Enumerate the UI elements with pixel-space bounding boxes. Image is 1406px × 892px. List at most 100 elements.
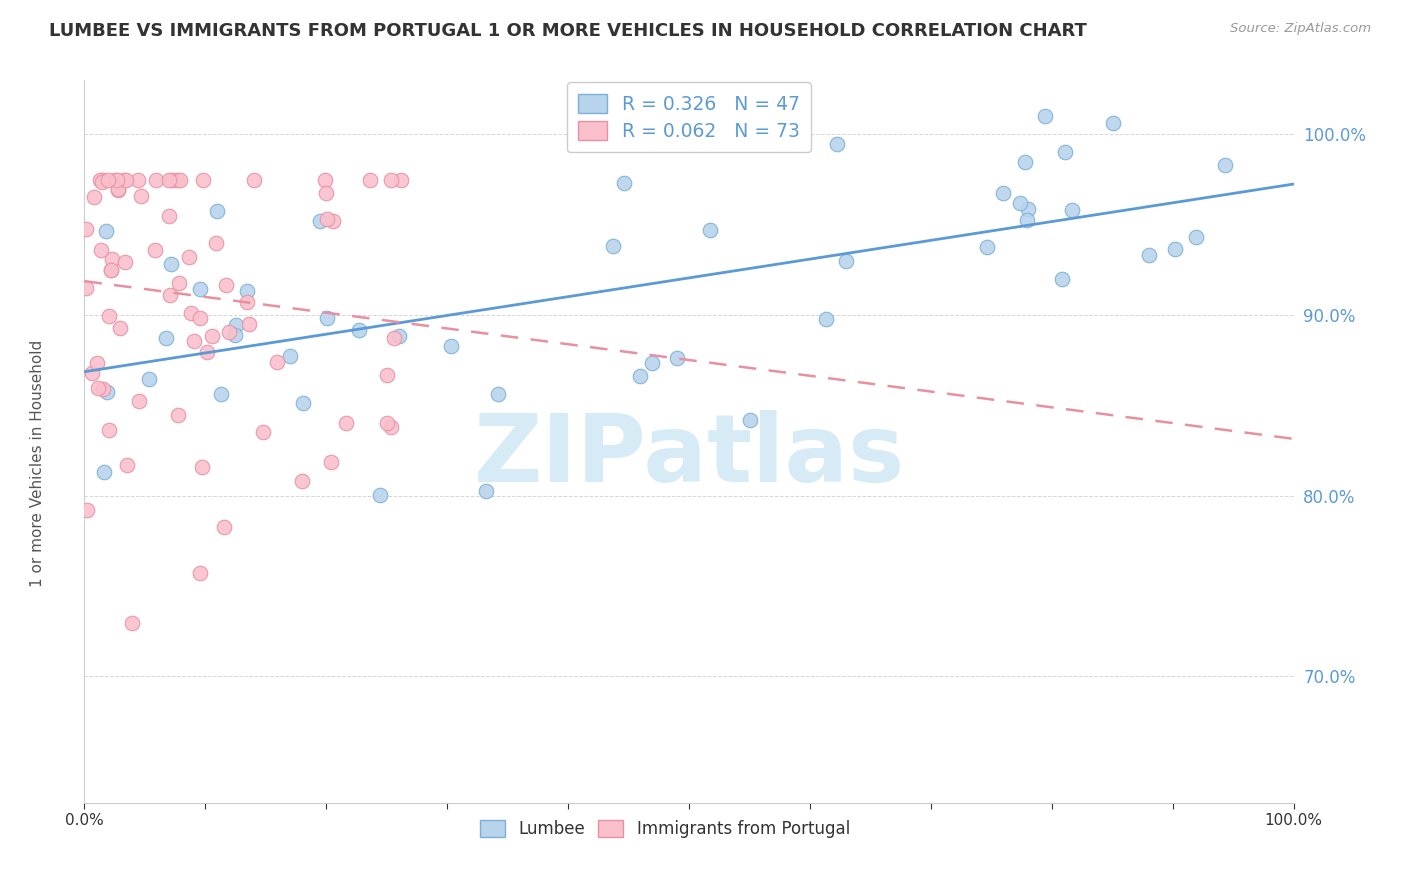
Point (292, 395, 315, 409)
Point (238, 317, 260, 331)
Point (215, 278, 238, 293)
Point (160, 172, 183, 186)
Point (157, 172, 180, 186)
Point (108, 321, 131, 335)
Point (96, 384, 118, 399)
Point (1137, 248, 1160, 262)
Text: ZIPatlas: ZIPatlas (474, 410, 904, 502)
Text: LUMBEE VS IMMIGRANTS FROM PORTUGAL 1 OR MORE VEHICLES IN HOUSEHOLD CORRELATION C: LUMBEE VS IMMIGRANTS FROM PORTUGAL 1 OR … (49, 22, 1087, 40)
Point (388, 328, 411, 343)
Point (1062, 202, 1084, 217)
Point (114, 255, 136, 269)
Legend: Lumbee, Immigrants from Portugal: Lumbee, Immigrants from Portugal (472, 814, 856, 845)
Point (100, 263, 122, 277)
Point (128, 393, 150, 408)
Point (145, 243, 167, 257)
Point (699, 223, 721, 237)
Point (91, 382, 114, 396)
Point (193, 172, 215, 186)
Point (98, 309, 121, 323)
Point (349, 323, 371, 337)
Point (157, 209, 180, 223)
Point (145, 172, 167, 186)
Point (321, 455, 343, 469)
Point (90, 175, 112, 189)
Point (641, 356, 664, 370)
Point (115, 172, 138, 186)
Point (160, 257, 183, 271)
Point (1213, 158, 1236, 172)
Point (212, 520, 235, 534)
Point (252, 425, 274, 439)
Point (90, 243, 112, 257)
Point (75, 222, 97, 236)
Point (375, 368, 398, 383)
Point (835, 253, 858, 268)
Point (1017, 202, 1039, 216)
Point (167, 409, 190, 423)
Text: Source: ZipAtlas.com: Source: ZipAtlas.com (1230, 22, 1371, 36)
Point (159, 287, 181, 301)
Point (91, 172, 114, 186)
Point (316, 310, 339, 325)
Point (1033, 109, 1056, 123)
Point (1101, 116, 1123, 130)
Point (368, 488, 391, 502)
Point (107, 183, 129, 197)
Point (188, 310, 211, 325)
Point (115, 458, 138, 473)
Point (474, 484, 496, 499)
Point (100, 262, 122, 277)
Point (218, 325, 240, 339)
Point (166, 172, 188, 186)
Point (335, 416, 357, 430)
Point (738, 412, 761, 426)
Point (101, 252, 124, 266)
Point (375, 416, 398, 430)
Point (236, 294, 259, 309)
Text: 1 or more Vehicles in Household: 1 or more Vehicles in Household (31, 340, 45, 588)
Point (825, 137, 848, 152)
Point (1053, 145, 1076, 160)
Point (314, 172, 336, 186)
Point (380, 172, 402, 186)
Point (1008, 196, 1031, 211)
Point (107, 182, 129, 196)
Point (205, 204, 228, 219)
Point (380, 420, 402, 434)
Point (105, 172, 128, 186)
Point (291, 475, 314, 489)
Point (209, 387, 232, 401)
Point (224, 328, 246, 343)
Point (486, 386, 509, 401)
Point (97, 172, 120, 186)
Point (1164, 242, 1187, 256)
Point (440, 339, 463, 353)
Point (127, 172, 149, 186)
Point (167, 276, 190, 290)
Point (266, 355, 288, 369)
Point (129, 189, 152, 203)
Point (155, 331, 177, 345)
Point (83, 189, 105, 203)
Point (201, 329, 224, 343)
Point (138, 372, 160, 386)
Point (602, 239, 624, 253)
Point (382, 331, 405, 345)
Point (177, 250, 200, 264)
Point (80, 366, 103, 380)
Point (1050, 272, 1073, 286)
Point (86, 356, 108, 370)
Point (87, 381, 110, 395)
Point (180, 306, 202, 320)
Point (815, 312, 838, 326)
Point (89, 172, 111, 186)
Point (204, 236, 226, 251)
Point (93, 465, 115, 479)
Point (316, 212, 339, 227)
Point (1015, 212, 1038, 227)
Point (1184, 229, 1206, 244)
Point (236, 285, 259, 299)
Point (1014, 155, 1036, 169)
Point (359, 172, 381, 186)
